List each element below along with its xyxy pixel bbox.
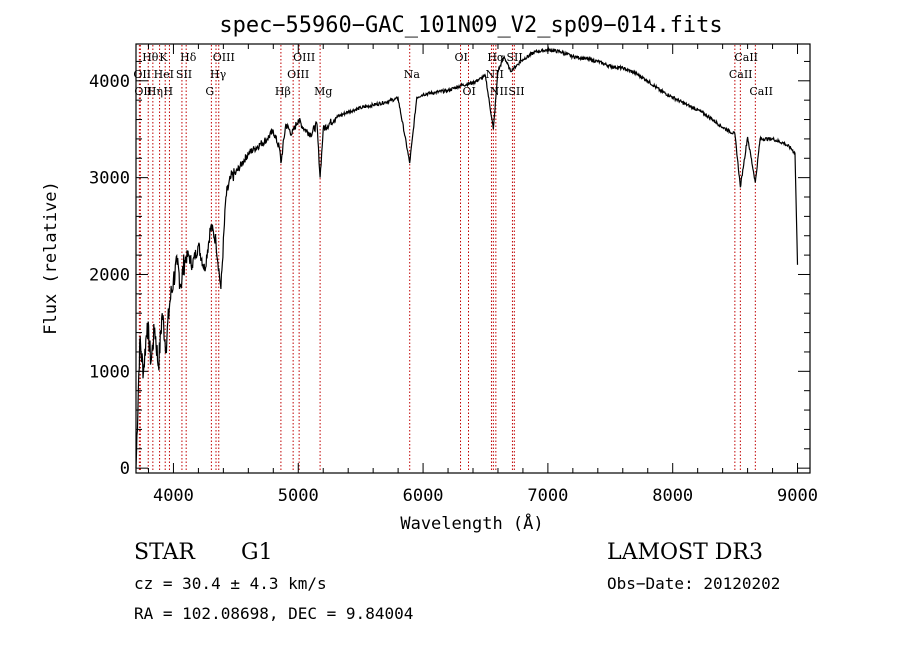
reference-line-label: Hδ [180, 51, 197, 64]
survey-name: LAMOST DR3 [607, 540, 763, 565]
x-tick-label: 5000 [278, 486, 319, 506]
y-axis-label: Flux (relative) [41, 181, 61, 335]
x-axis-label: Wavelength (Å) [400, 512, 543, 534]
x-tick-label: 6000 [403, 486, 444, 506]
reference-line-label: Na [404, 68, 421, 81]
reference-line-label: OI [463, 85, 476, 98]
reference-line-label: CaII [734, 51, 758, 64]
y-tick-label: 4000 [89, 72, 130, 92]
reference-line-label: NII [485, 68, 503, 81]
x-tick-labels: 4000 5000 6000 7000 8000 9000 [153, 486, 818, 506]
y-tick-label: 1000 [89, 362, 130, 382]
chart-title: spec−55960−GAC_101N09_V2_sp09−014.fits [219, 13, 722, 38]
reference-line-label: HeI [154, 68, 174, 81]
reference-line-label: SII [176, 68, 192, 81]
object-subclass: G1 [241, 540, 273, 565]
y-tick-label: 3000 [89, 169, 130, 189]
x-tick-label: 9000 [777, 486, 818, 506]
reference-line-label: G [205, 85, 214, 98]
reference-line-label: SII [506, 51, 522, 64]
reference-line-label: Hη [147, 85, 163, 98]
reference-line-label: OII [133, 68, 151, 81]
y-tick-label: 0 [120, 459, 130, 479]
coordinates: RA = 102.08698, DEC = 9.84004 [134, 604, 414, 623]
reference-line-label: SII [508, 85, 524, 98]
reference-line-label: Hγ [210, 68, 227, 81]
reference-line-label: H [163, 85, 173, 98]
reference-line-label: OII [134, 85, 152, 98]
redshift-velocity: cz = 30.4 ± 4.3 km/s [134, 574, 327, 593]
x-tick-label: 4000 [153, 486, 194, 506]
reference-line-label: CaII [729, 68, 753, 81]
reference-line-label: K [159, 51, 168, 64]
reference-line-label: OI [455, 51, 468, 64]
reference-line-labels: OIIOIIHθHηHeIKHSIIHδGHγOIIIHβOIIIOIIIMgN… [133, 51, 773, 98]
reference-line-label: Mg [314, 85, 332, 98]
object-class: STAR [134, 540, 195, 565]
observation-date: Obs−Date: 20120202 [607, 574, 781, 593]
reference-line-label: Hα [487, 51, 505, 64]
y-tick-label: 2000 [89, 265, 130, 285]
axis-ticks [136, 44, 810, 473]
reference-line-label: NII [490, 85, 508, 98]
reference-lines [138, 45, 756, 472]
reference-line-label: Hβ [275, 85, 291, 98]
x-tick-label: 8000 [652, 486, 693, 506]
spectrum-series-line [135, 46, 799, 469]
x-tick-label: 7000 [527, 486, 568, 506]
reference-line-label: Hθ [142, 51, 159, 64]
y-tick-labels: 0 1000 2000 3000 4000 [89, 72, 130, 479]
reference-line-label: OIII [293, 51, 315, 64]
reference-line-label: CaII [749, 85, 773, 98]
reference-line-label: OIII [287, 68, 309, 81]
plot-frame [135, 43, 811, 474]
reference-line-label: OIII [213, 51, 235, 64]
